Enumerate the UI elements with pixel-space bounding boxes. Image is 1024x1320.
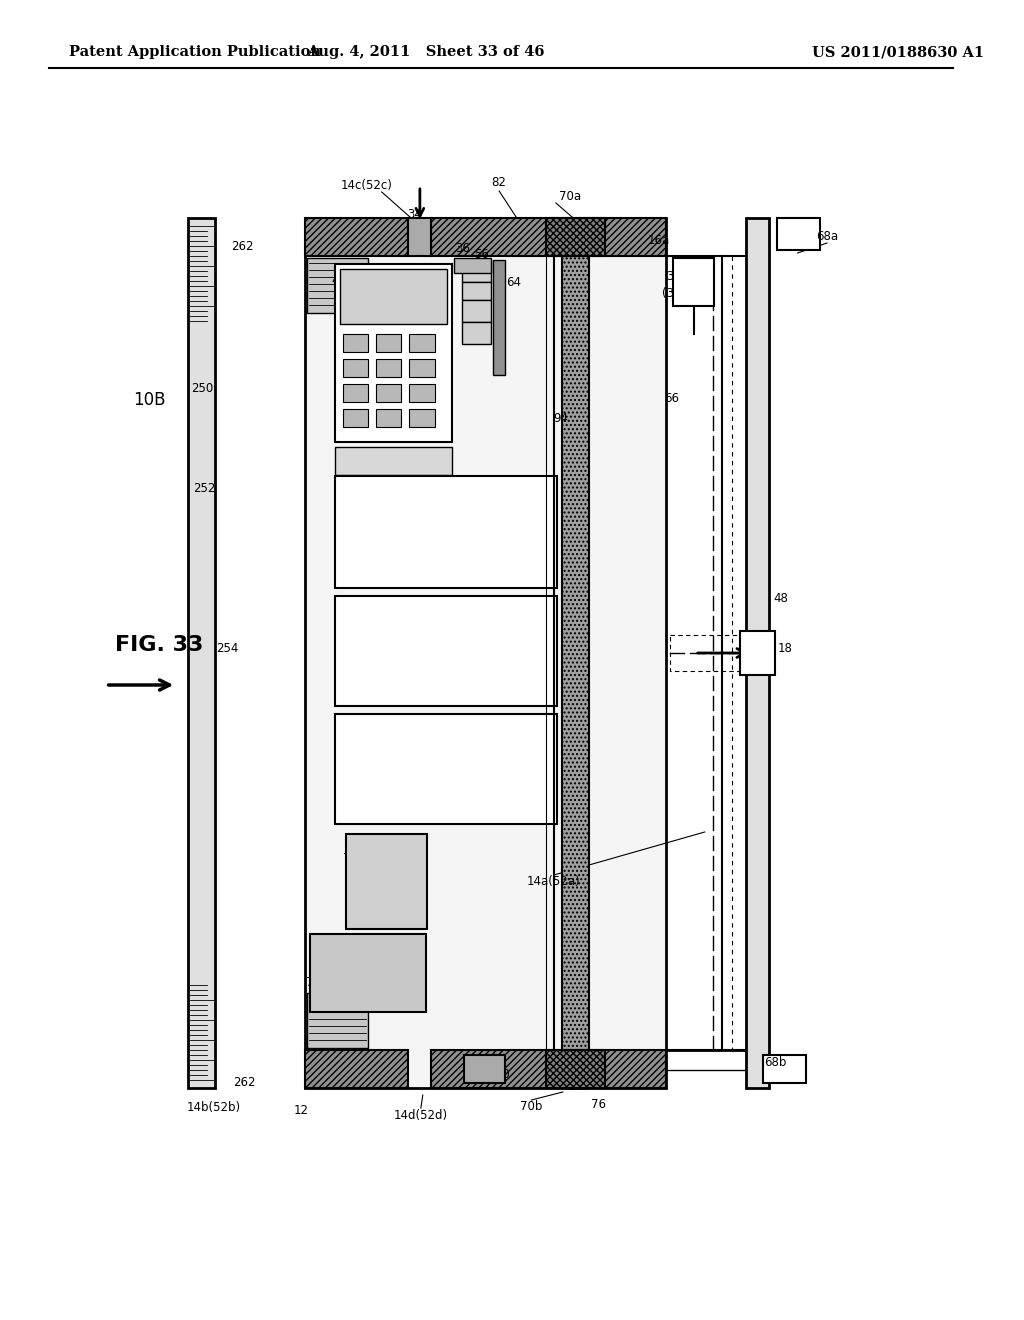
Bar	[777, 218, 820, 249]
Text: 70a: 70a	[558, 190, 581, 203]
Text: 14a(52a): 14a(52a)	[527, 875, 581, 888]
Bar	[409, 218, 431, 256]
Text: 18: 18	[777, 642, 793, 655]
Bar	[764, 1055, 807, 1082]
Text: 34: 34	[408, 209, 423, 222]
Bar	[410, 334, 434, 352]
Bar	[188, 218, 215, 1088]
Text: 56: 56	[474, 248, 489, 261]
Bar	[454, 257, 492, 273]
Bar	[305, 1049, 409, 1088]
Text: 302: 302	[667, 269, 688, 282]
Bar	[376, 334, 401, 352]
Text: FIG. 33: FIG. 33	[116, 635, 204, 655]
Bar	[310, 935, 426, 1012]
Text: 76: 76	[592, 1097, 606, 1110]
Bar	[376, 359, 401, 378]
Bar	[546, 1049, 605, 1088]
Text: 80: 80	[496, 1068, 510, 1081]
Text: 10B: 10B	[133, 391, 166, 409]
Bar	[307, 257, 368, 313]
Bar	[335, 477, 557, 587]
Text: Aug. 4, 2011   Sheet 33 of 46: Aug. 4, 2011 Sheet 33 of 46	[307, 45, 545, 59]
Bar	[410, 409, 434, 426]
Bar	[343, 359, 368, 378]
Text: 68b: 68b	[764, 1056, 786, 1069]
Text: 74: 74	[570, 1051, 585, 1064]
Text: 252: 252	[194, 482, 216, 495]
Text: 250: 250	[191, 381, 214, 395]
Bar	[431, 1049, 666, 1088]
Text: 262: 262	[231, 239, 254, 252]
Bar	[343, 334, 368, 352]
Bar	[562, 256, 589, 1049]
Bar	[335, 597, 557, 706]
Text: 304: 304	[364, 735, 386, 748]
Bar	[335, 714, 557, 824]
Bar	[740, 631, 775, 675]
Text: Patent Application Publication: Patent Application Publication	[69, 45, 321, 59]
Text: 58: 58	[468, 312, 483, 325]
Text: 78: 78	[343, 851, 357, 865]
Text: 60: 60	[468, 290, 483, 304]
Bar	[343, 384, 368, 403]
Text: 64: 64	[506, 276, 521, 289]
Bar	[376, 409, 401, 426]
Text: 14c(52c): 14c(52c)	[341, 178, 393, 191]
Bar	[305, 218, 409, 256]
Text: 62: 62	[468, 269, 483, 282]
Bar	[343, 409, 368, 426]
Text: 92: 92	[370, 491, 384, 504]
Bar	[410, 359, 434, 378]
Text: 48: 48	[773, 591, 788, 605]
Text: 12: 12	[294, 1104, 309, 1117]
Bar	[335, 264, 453, 442]
Bar	[307, 993, 368, 1048]
Bar	[462, 322, 492, 345]
Text: 254: 254	[216, 642, 239, 655]
Bar	[464, 1055, 505, 1082]
Text: 262: 262	[233, 1076, 256, 1089]
Text: 40: 40	[339, 424, 354, 437]
Bar	[431, 218, 666, 256]
Text: 68a: 68a	[816, 230, 838, 243]
Bar	[462, 282, 492, 300]
Bar	[346, 834, 427, 929]
Text: 72: 72	[306, 975, 321, 989]
Text: 94: 94	[553, 412, 568, 425]
Text: (300): (300)	[662, 286, 693, 300]
Text: 42: 42	[331, 273, 346, 286]
Text: 306: 306	[364, 611, 386, 624]
Bar	[335, 447, 453, 475]
Bar	[546, 218, 605, 256]
Bar	[410, 384, 434, 403]
Bar	[462, 260, 492, 282]
Bar	[305, 218, 666, 1088]
Bar	[745, 218, 769, 1088]
Text: 36: 36	[456, 242, 470, 255]
Text: 66: 66	[664, 392, 679, 404]
Text: US 2011/0188630 A1: US 2011/0188630 A1	[812, 45, 984, 59]
Bar	[340, 269, 447, 323]
Bar	[376, 384, 401, 403]
Bar	[674, 257, 715, 306]
Text: 14d(52d): 14d(52d)	[394, 1109, 447, 1122]
Text: 70b: 70b	[520, 1100, 543, 1113]
Bar	[494, 260, 505, 375]
Text: 82: 82	[492, 177, 507, 190]
Text: 14b(52b): 14b(52b)	[186, 1101, 241, 1114]
Text: 16b: 16b	[568, 1080, 591, 1093]
Bar	[462, 300, 492, 322]
Text: 16a: 16a	[647, 234, 670, 247]
